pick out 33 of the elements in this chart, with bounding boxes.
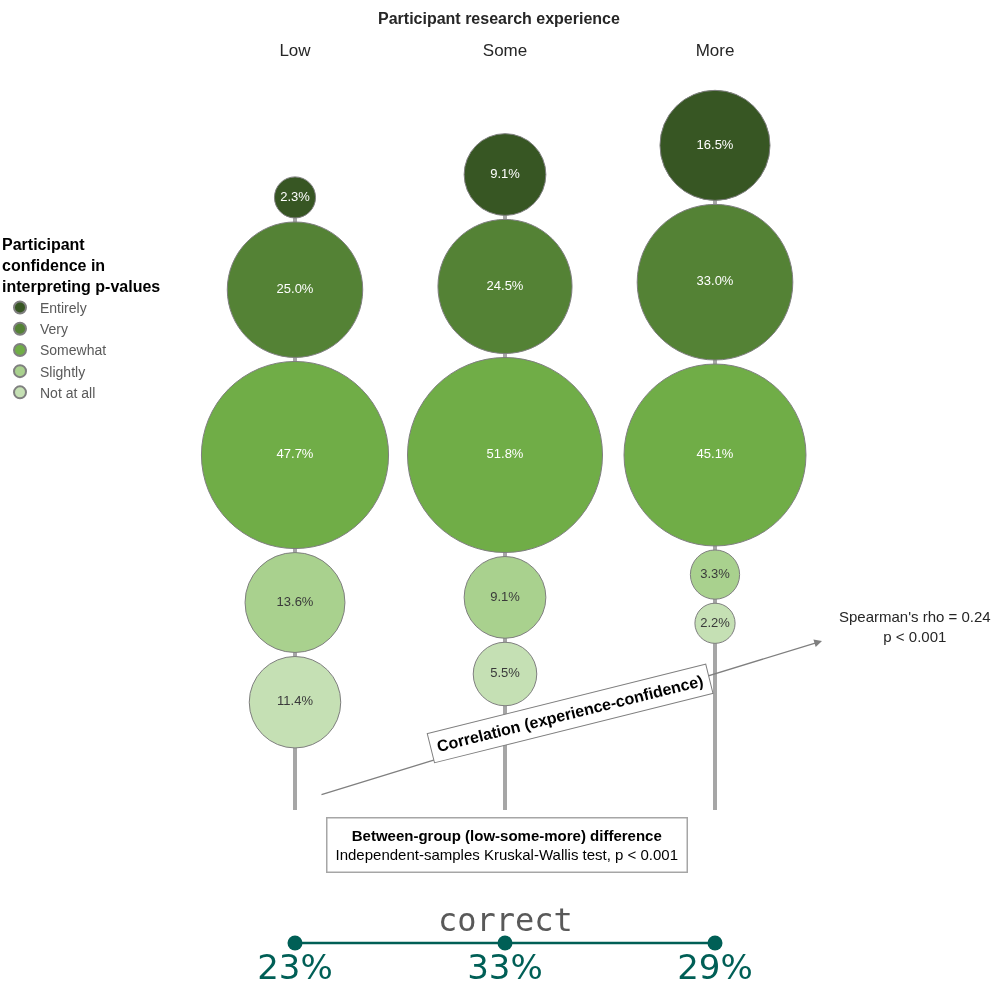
data-label: 2.3% bbox=[280, 188, 311, 204]
data-label: 33% bbox=[467, 946, 543, 987]
data-label: 23% bbox=[257, 946, 333, 987]
text: Spearman's rho = 0.24 bbox=[839, 608, 991, 625]
data-label: 45.1% bbox=[696, 446, 734, 462]
text: Independent-samples Kruskal-Wallis test, p < 0.001 bbox=[335, 846, 679, 863]
data-label: 2.2% bbox=[700, 614, 731, 630]
legend-label: Slightly bbox=[40, 363, 86, 380]
data-label: 5.5% bbox=[490, 665, 521, 681]
text: p < 0.001 bbox=[883, 627, 947, 645]
data-label: 33.0% bbox=[696, 273, 734, 289]
data-label: 16.5% bbox=[696, 136, 734, 152]
data-label: 25.0% bbox=[276, 280, 314, 296]
legend-label: Very bbox=[40, 321, 69, 338]
category-label: Low bbox=[279, 40, 312, 60]
legend-label: Entirely bbox=[40, 300, 87, 317]
data-label: 11.4% bbox=[277, 693, 314, 709]
data-label: 3.3% bbox=[700, 565, 731, 581]
legend-label: Not at all bbox=[40, 384, 96, 401]
category-label: Some bbox=[482, 40, 528, 60]
data-label: 9.1% bbox=[490, 588, 521, 604]
data-label: 47.7% bbox=[276, 446, 314, 462]
data-label: 29% bbox=[677, 946, 753, 987]
data-label: 24.5% bbox=[486, 277, 524, 293]
text: correct bbox=[438, 901, 573, 939]
legend-title: Participant confidence in interpreting p-values bbox=[2, 236, 161, 295]
data-label: 9.1% bbox=[490, 165, 521, 181]
legend-label: Somewhat bbox=[40, 342, 107, 359]
data-label: 51.8% bbox=[486, 446, 524, 462]
data-label: 13.6% bbox=[276, 593, 314, 609]
text: Between-group (low-some-more) difference bbox=[351, 826, 662, 844]
text: Participant research experience bbox=[378, 10, 621, 27]
category-label: More bbox=[695, 40, 735, 60]
